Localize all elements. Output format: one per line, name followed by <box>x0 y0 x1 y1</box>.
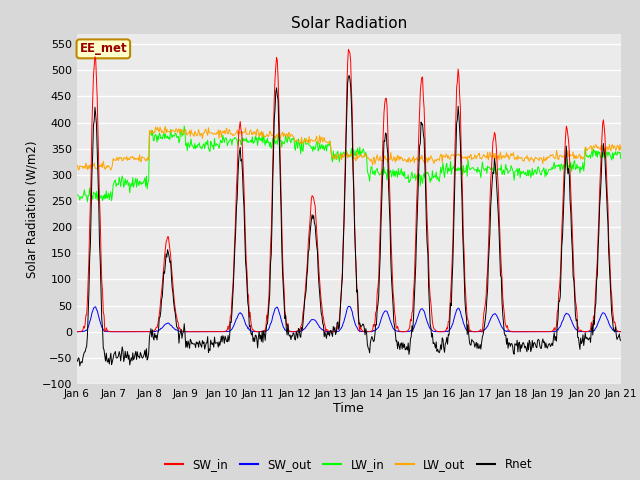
Y-axis label: Solar Radiation (W/m2): Solar Radiation (W/m2) <box>26 140 39 277</box>
X-axis label: Time: Time <box>333 402 364 415</box>
Text: EE_met: EE_met <box>79 42 127 55</box>
Title: Solar Radiation: Solar Radiation <box>291 16 407 31</box>
Legend: SW_in, SW_out, LW_in, LW_out, Rnet: SW_in, SW_out, LW_in, LW_out, Rnet <box>161 454 537 476</box>
